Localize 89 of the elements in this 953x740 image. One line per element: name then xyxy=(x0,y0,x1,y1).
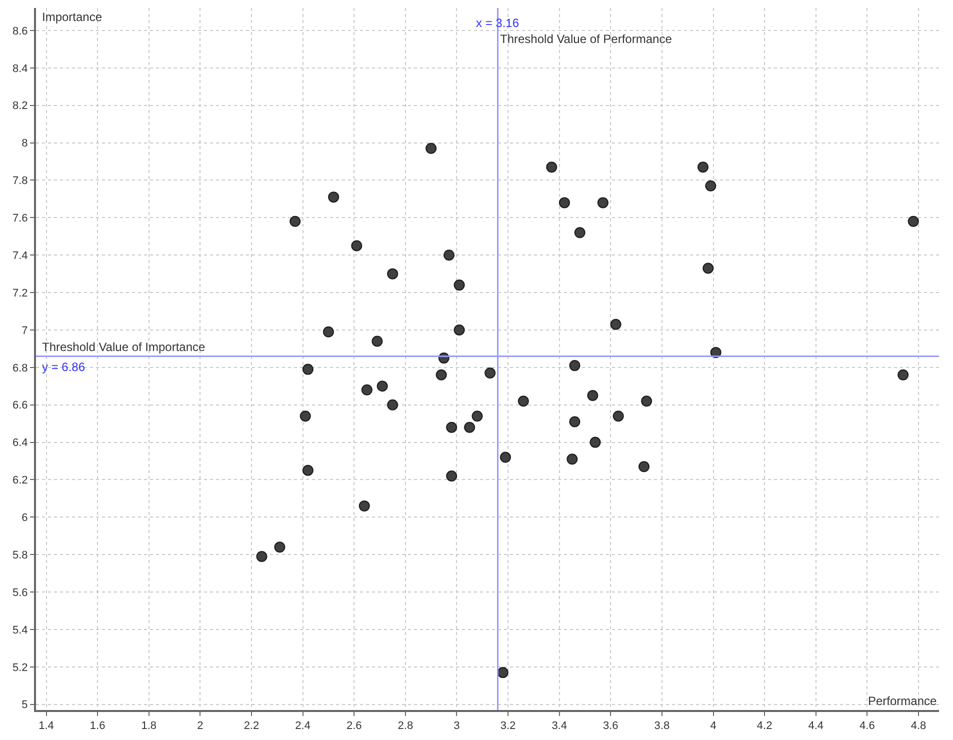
annotation: Threshold Value of Importance xyxy=(42,340,206,354)
point xyxy=(702,262,714,274)
y-tick-label: 5.2 xyxy=(12,662,28,674)
point xyxy=(351,240,362,252)
point xyxy=(597,197,608,208)
x-tick-label: 2.6 xyxy=(346,720,362,732)
point xyxy=(546,162,558,173)
point xyxy=(256,551,268,562)
point xyxy=(558,197,570,208)
point xyxy=(454,280,465,291)
x-tick-label: 4.2 xyxy=(756,720,772,732)
point xyxy=(518,396,529,407)
point xyxy=(376,380,388,392)
point xyxy=(290,216,301,227)
x-tick-label: 4.6 xyxy=(860,720,875,732)
point xyxy=(446,422,458,433)
point xyxy=(300,410,311,422)
annotation: Threshold Value of Performance xyxy=(500,32,672,46)
point xyxy=(638,461,650,472)
point xyxy=(587,390,598,401)
point xyxy=(569,416,580,428)
y-tick-label: 7.6 xyxy=(12,212,28,225)
point xyxy=(612,410,624,422)
y-tick-label: 7 xyxy=(22,324,28,337)
x-tick-label: 1.8 xyxy=(141,720,157,732)
point xyxy=(908,216,919,227)
point xyxy=(387,399,398,410)
y-tick-label: 6.8 xyxy=(12,362,28,374)
y-tick-label: 8.6 xyxy=(12,25,28,38)
point xyxy=(569,360,580,372)
y-tick-label: 6.2 xyxy=(12,474,28,487)
y-tick-label: 7.2 xyxy=(12,287,28,300)
x-tick-label: 3.6 xyxy=(602,720,618,732)
point xyxy=(302,464,314,476)
x-tick-label: 2 xyxy=(197,720,204,732)
x-tick-label: 4.4 xyxy=(808,720,824,732)
point xyxy=(705,180,716,192)
point xyxy=(358,500,370,512)
y-tick-label: 5.6 xyxy=(12,586,28,599)
y-tick-label: 8.2 xyxy=(12,100,28,112)
point xyxy=(566,454,578,465)
x-tick-label: 2.2 xyxy=(244,720,260,732)
point xyxy=(464,422,476,433)
y-axis-title: Importance xyxy=(42,10,102,24)
y-tick-label: 6 xyxy=(22,512,28,524)
x-tick-label: 3.8 xyxy=(654,720,670,732)
point xyxy=(497,667,508,678)
y-tick-label: 7.4 xyxy=(12,250,28,262)
y-tick-label: 5.8 xyxy=(12,549,28,562)
point xyxy=(574,227,586,238)
point xyxy=(697,162,708,173)
point xyxy=(500,452,511,463)
y-tick-label: 8.4 xyxy=(12,62,28,75)
y-tick-label: 6.6 xyxy=(12,400,28,412)
x-tick-label: 3.2 xyxy=(500,720,516,732)
x-axis-title: Performance xyxy=(868,694,938,708)
point xyxy=(322,326,334,338)
point xyxy=(590,436,601,448)
y-tick-label: 7.8 xyxy=(12,175,28,188)
point xyxy=(328,192,340,203)
point xyxy=(274,542,286,553)
point xyxy=(610,318,622,330)
point xyxy=(361,384,372,396)
x-tick-label: 2.4 xyxy=(295,720,310,732)
point xyxy=(484,368,496,379)
x-tick-label: 4.8 xyxy=(910,720,926,732)
x-tick-label: 1.4 xyxy=(38,720,54,732)
point xyxy=(444,250,455,261)
x-tick-label: 4 xyxy=(710,720,716,732)
point xyxy=(302,364,314,375)
point xyxy=(898,369,909,380)
point xyxy=(641,396,652,407)
point xyxy=(446,470,458,482)
x-tick-label: 2.8 xyxy=(398,720,414,732)
ref-line-label: y = 6.86 xyxy=(42,360,86,374)
x-tick-label: 3.4 xyxy=(552,720,567,732)
y-tick-label: 5.4 xyxy=(12,624,28,636)
point xyxy=(426,142,437,154)
x-tick-label: 3 xyxy=(454,720,460,732)
y-tick-label: 6.4 xyxy=(12,437,28,450)
point xyxy=(436,369,447,380)
x-tick-label: 1.6 xyxy=(90,720,106,732)
point xyxy=(472,410,483,422)
point xyxy=(372,336,383,347)
ref-line-label: x = 3.16 xyxy=(476,16,520,30)
point xyxy=(387,268,398,280)
point xyxy=(454,324,465,336)
y-tick-label: 5 xyxy=(22,699,28,712)
y-tick-label: 8 xyxy=(22,138,28,150)
